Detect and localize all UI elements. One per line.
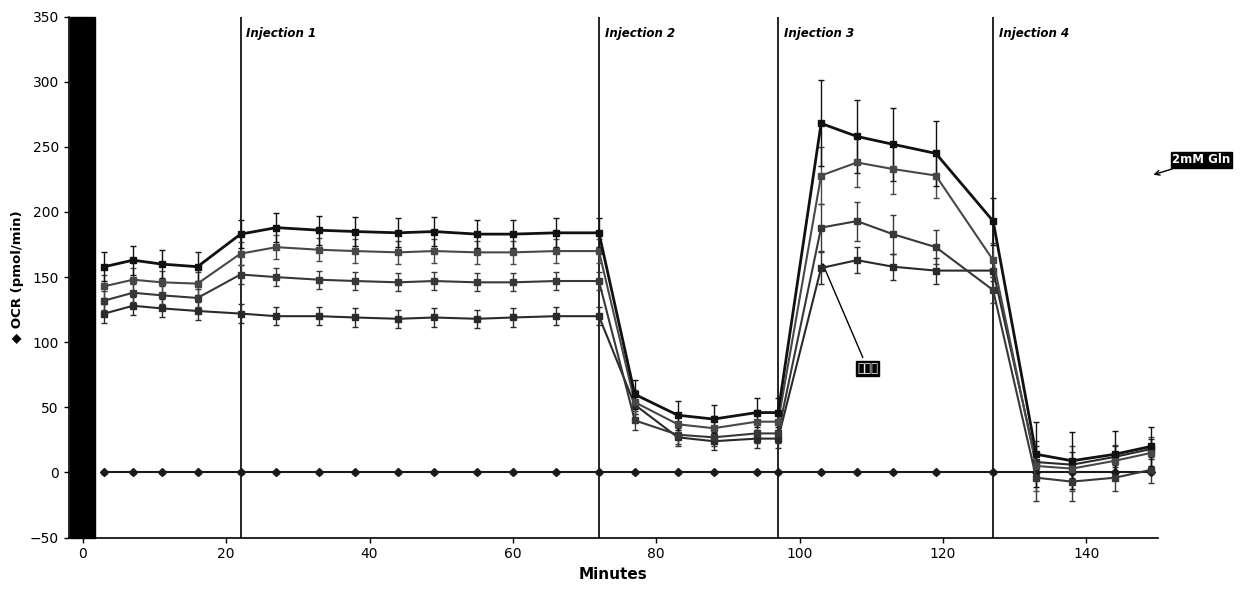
Text: Injection 2: Injection 2 (605, 27, 675, 40)
Text: 2mM Gln: 2mM Gln (1154, 154, 1230, 175)
Y-axis label: ◆ OCR (pmol/min): ◆ OCR (pmol/min) (11, 211, 24, 343)
Text: Injection 3: Injection 3 (784, 27, 854, 40)
Text: Injection 1: Injection 1 (247, 27, 316, 40)
X-axis label: Minutes: Minutes (579, 567, 647, 582)
Text: 对照组: 对照组 (822, 264, 878, 375)
Text: Injection 4: Injection 4 (999, 27, 1069, 40)
Bar (71, 17, 95, 538)
